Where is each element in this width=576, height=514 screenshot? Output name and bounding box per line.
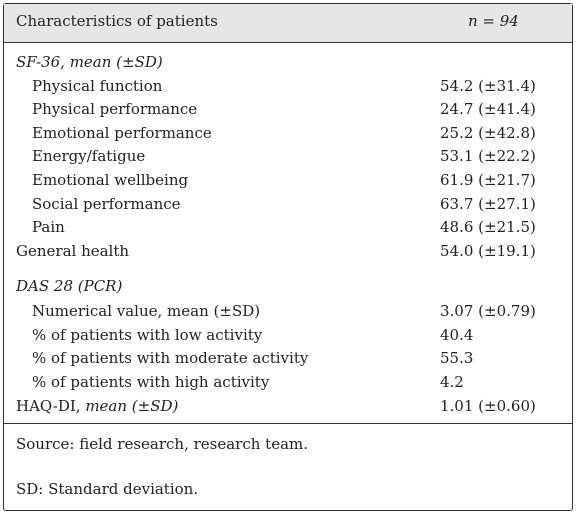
footnote-source: Source: field research, research team.	[16, 435, 309, 453]
footer-divider	[4, 423, 572, 424]
haq-di-italic: mean (±SD)	[85, 397, 179, 415]
row-label: % of patients with moderate activity	[32, 349, 309, 367]
row-value: 3.07 (±0.79)	[440, 302, 536, 320]
haq-di-prefix: HAQ-DI,	[16, 397, 86, 415]
section-heading-das28: DAS 28 (PCR)	[16, 277, 123, 295]
row-value: 1.01 (±0.60)	[440, 397, 536, 415]
table-header	[4, 4, 572, 43]
row-value: 48.6 (±21.5)	[440, 218, 536, 236]
row-value: 24.7 (±41.4)	[440, 100, 536, 118]
row-label: % of patients with low activity	[32, 326, 263, 344]
row-label: Numerical value, mean (±SD)	[32, 302, 261, 320]
row-label-haq-di: HAQ-DI, mean (±SD)	[16, 396, 178, 416]
row-label: Emotional performance	[32, 124, 212, 142]
row-label: Energy/fatigue	[32, 147, 146, 165]
section-heading-sf36: SF-36, mean (±SD)	[16, 53, 163, 71]
row-value: 25.2 (±42.8)	[440, 124, 536, 142]
row-label: Physical performance	[32, 100, 198, 118]
row-label: Physical function	[32, 77, 163, 95]
row-label: General health	[16, 242, 130, 260]
patient-characteristics-table: Characteristics of patients n = 94 SF-36…	[3, 3, 573, 511]
footnote-sd: SD: Standard deviation.	[16, 480, 199, 498]
row-value: 54.2 (±31.4)	[440, 77, 536, 95]
row-label: Social performance	[32, 195, 181, 213]
row-label: Emotional wellbeing	[32, 171, 189, 189]
row-value: 63.7 (±27.1)	[440, 195, 536, 213]
header-sample-size: n = 94	[468, 12, 519, 30]
row-value: 4.2	[440, 373, 464, 391]
row-value: 40.4	[440, 326, 474, 344]
header-characteristics: Characteristics of patients	[16, 12, 218, 30]
row-label: % of patients with high activity	[32, 373, 270, 391]
row-value: 61.9 (±21.7)	[440, 171, 536, 189]
row-value: 53.1 (±22.2)	[440, 147, 536, 165]
row-value: 55.3	[440, 349, 474, 367]
row-value: 54.0 (±19.1)	[440, 242, 536, 260]
row-label: Pain	[32, 218, 65, 236]
